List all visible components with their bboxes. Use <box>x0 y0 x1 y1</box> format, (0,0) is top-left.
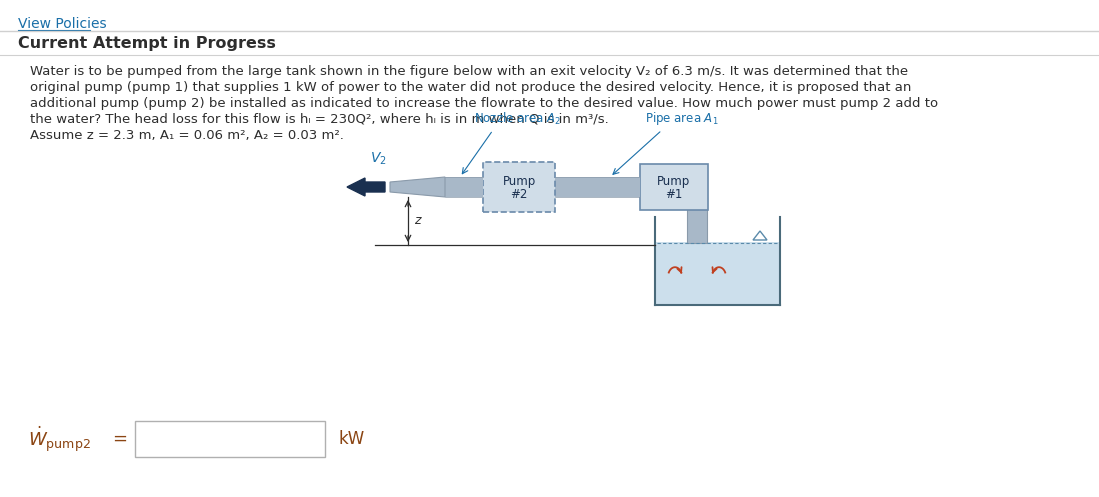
Text: Nozzle area $\mathit{A}_2$: Nozzle area $\mathit{A}_2$ <box>475 111 562 127</box>
Text: $\dot{W}_{\mathrm{pump2}}$: $\dot{W}_{\mathrm{pump2}}$ <box>27 424 91 454</box>
Bar <box>135 421 325 457</box>
Text: $\mathit{V}_2$: $\mathit{V}_2$ <box>369 151 387 167</box>
Bar <box>555 177 640 197</box>
Text: additional pump (pump 2) be installed as indicated to increase the flowrate to t: additional pump (pump 2) be installed as… <box>30 97 939 110</box>
Text: z: z <box>414 215 421 228</box>
Text: Assume z = 2.3 m, A₁ = 0.06 m², A₂ = 0.03 m².: Assume z = 2.3 m, A₁ = 0.06 m², A₂ = 0.0… <box>30 129 344 142</box>
Text: Pipe area $\mathit{A}_1$: Pipe area $\mathit{A}_1$ <box>645 110 719 127</box>
Text: View Policies: View Policies <box>18 17 107 31</box>
Bar <box>656 242 779 304</box>
Text: #1: #1 <box>665 188 682 201</box>
Bar <box>687 197 707 243</box>
Text: #2: #2 <box>510 188 528 201</box>
Polygon shape <box>390 177 445 197</box>
Text: original pump (pump 1) that supplies 1 kW of power to the water did not produce : original pump (pump 1) that supplies 1 k… <box>30 81 911 94</box>
Text: Current Attempt in Progress: Current Attempt in Progress <box>18 36 276 51</box>
Text: the water? The head loss for this flow is hₗ = 230Q², where hₗ is in m when Q is: the water? The head loss for this flow i… <box>30 113 609 126</box>
FancyArrow shape <box>347 178 385 196</box>
Text: kW: kW <box>338 430 364 448</box>
Bar <box>640 164 708 210</box>
Text: Water is to be pumped from the large tank shown in the figure below with an exit: Water is to be pumped from the large tan… <box>30 65 908 78</box>
Bar <box>445 177 482 197</box>
Text: Pump: Pump <box>502 175 535 188</box>
Bar <box>482 162 555 212</box>
Text: Pump: Pump <box>657 175 690 188</box>
Text: =: = <box>112 430 127 448</box>
